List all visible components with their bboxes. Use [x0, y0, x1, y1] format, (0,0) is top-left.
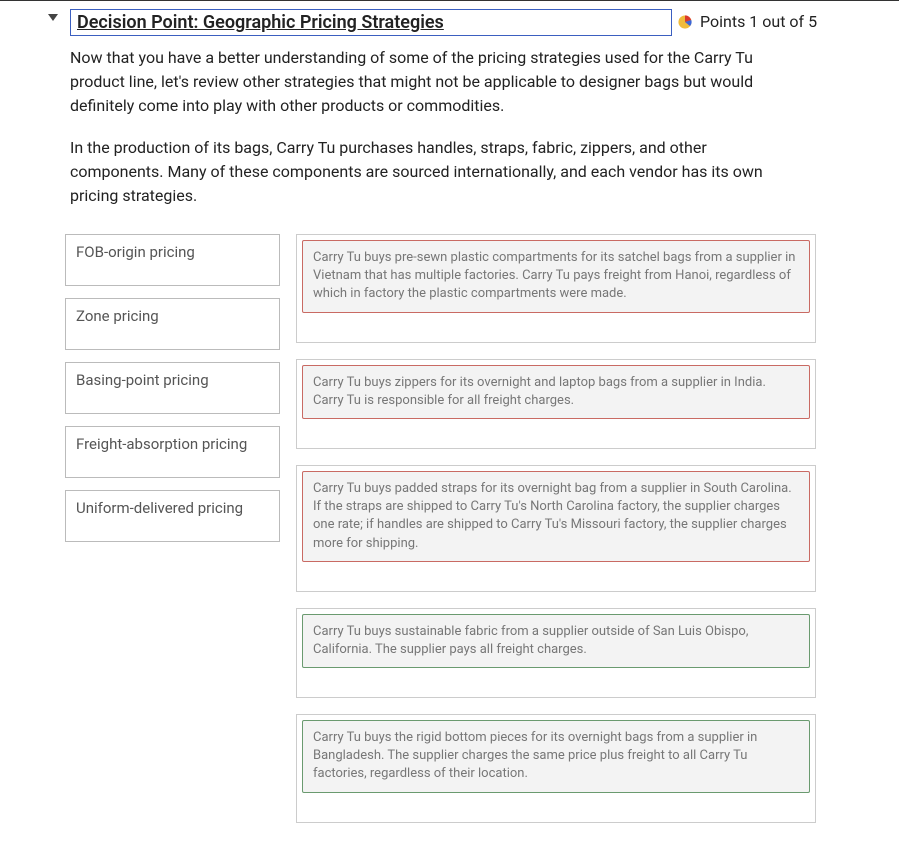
term-freight-absorption[interactable]: Freight-absorption pricing	[65, 426, 280, 478]
score-pie-icon	[678, 15, 692, 29]
term-basing-point[interactable]: Basing-point pricing	[65, 362, 280, 414]
scenario-card-4[interactable]: Carry Tu buys sustainable fabric from a …	[302, 614, 810, 668]
question-intro: Now that you have a better understanding…	[0, 36, 840, 208]
term-zone-pricing[interactable]: Zone pricing	[65, 298, 280, 350]
drop-zone-5[interactable]: Carry Tu buys the rigid bottom pieces fo…	[296, 714, 816, 823]
drop-zones-column: Carry Tu buys pre-sewn plastic compartme…	[296, 234, 816, 823]
scenario-card-3[interactable]: Carry Tu buys padded straps for its over…	[302, 471, 810, 562]
question-title-link[interactable]: Decision Point: Geographic Pricing Strat…	[77, 12, 444, 33]
drop-empty-slot	[302, 562, 810, 586]
term-uniform-delivered[interactable]: Uniform-delivered pricing	[65, 490, 280, 542]
drop-zone-3[interactable]: Carry Tu buys padded straps for its over…	[296, 465, 816, 592]
term-fob-origin[interactable]: FOB-origin pricing	[65, 234, 280, 286]
intro-paragraph-2: In the production of its bags, Carry Tu …	[70, 136, 800, 208]
scenario-card-1[interactable]: Carry Tu buys pre-sewn plastic compartme…	[302, 240, 810, 313]
points-area: Points 1 out of 5	[678, 9, 817, 31]
collapse-toggle-icon[interactable]	[48, 14, 58, 21]
title-frame: Decision Point: Geographic Pricing Strat…	[70, 9, 672, 36]
question-header: Decision Point: Geographic Pricing Strat…	[0, 1, 899, 36]
drop-empty-slot	[302, 793, 810, 817]
scenario-card-5[interactable]: Carry Tu buys the rigid bottom pieces fo…	[302, 720, 810, 793]
drop-zone-2[interactable]: Carry Tu buys zippers for its overnight …	[296, 359, 816, 449]
intro-paragraph-1: Now that you have a better understanding…	[70, 46, 800, 118]
points-text: Points 1 out of 5	[700, 12, 817, 31]
drop-empty-slot	[302, 668, 810, 692]
drop-empty-slot	[302, 313, 810, 337]
drop-zone-1[interactable]: Carry Tu buys pre-sewn plastic compartme…	[296, 234, 816, 343]
terms-column: FOB-origin pricing Zone pricing Basing-p…	[65, 234, 280, 823]
drop-zone-4[interactable]: Carry Tu buys sustainable fabric from a …	[296, 608, 816, 698]
drop-empty-slot	[302, 419, 810, 443]
matching-area: FOB-origin pricing Zone pricing Basing-p…	[0, 226, 899, 823]
scenario-card-2[interactable]: Carry Tu buys zippers for its overnight …	[302, 365, 810, 419]
